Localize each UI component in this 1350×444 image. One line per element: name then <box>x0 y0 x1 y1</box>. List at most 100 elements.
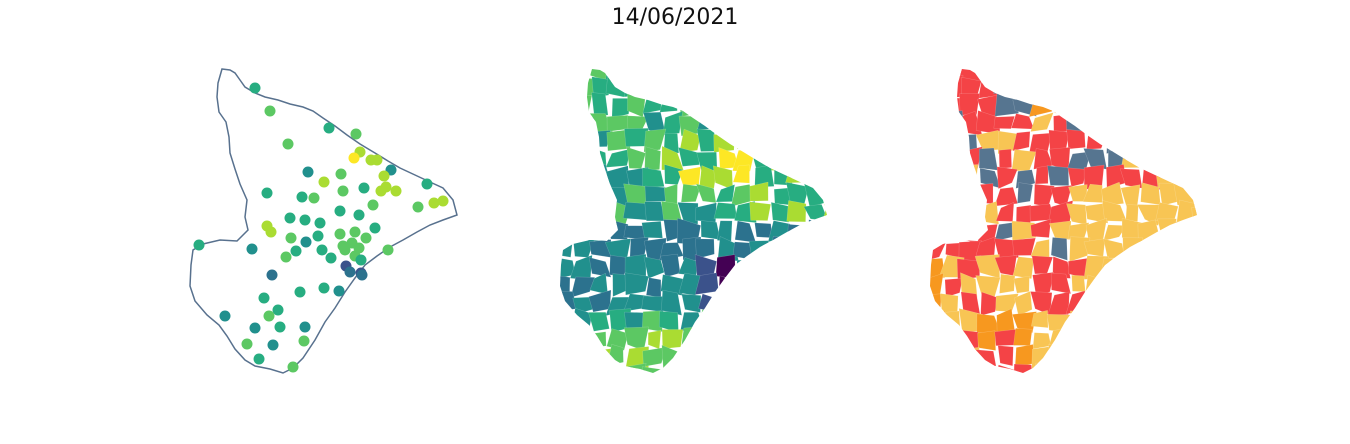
municipality-region <box>1030 218 1052 238</box>
municipality-region <box>820 240 827 257</box>
municipality-region <box>1154 290 1176 311</box>
municipality-region <box>696 330 718 351</box>
municipality-region <box>930 201 945 227</box>
municipality-region <box>805 80 827 99</box>
municipality-region <box>789 152 808 173</box>
municipality-region <box>1155 309 1177 334</box>
municipality-region <box>808 219 826 244</box>
municipality-region <box>1173 363 1197 373</box>
municipality-region <box>805 94 824 112</box>
municipality-region <box>802 254 827 277</box>
municipality-region <box>572 187 596 207</box>
municipality-region <box>591 92 609 117</box>
municipality-region <box>1082 183 1103 203</box>
station-point <box>300 236 312 248</box>
municipality-region <box>1177 150 1197 168</box>
municipality-region <box>769 274 791 297</box>
station-point <box>337 185 349 197</box>
municipality-region <box>1124 344 1141 369</box>
municipality-region <box>1176 274 1196 296</box>
municipality-region <box>787 254 807 280</box>
municipality-region <box>697 79 720 101</box>
municipality-region <box>930 237 948 261</box>
station-point <box>299 214 311 226</box>
station-point <box>323 122 335 134</box>
municipality-region <box>641 75 667 99</box>
municipality-region <box>660 253 681 278</box>
station-point <box>333 285 345 297</box>
municipality-region <box>785 167 810 184</box>
municipality-region <box>930 272 944 296</box>
station-point <box>258 292 270 304</box>
station-point <box>298 335 310 347</box>
municipality-region <box>1102 69 1127 77</box>
municipality-region <box>1137 75 1162 98</box>
municipality-region <box>753 290 774 312</box>
municipality-region <box>1156 129 1179 154</box>
municipality-region <box>714 69 737 80</box>
station-point <box>355 254 367 266</box>
municipality-region <box>770 146 793 172</box>
municipality-region <box>644 185 667 202</box>
municipality-region <box>588 257 612 278</box>
municipality-region <box>659 94 678 113</box>
municipality-region <box>785 236 811 260</box>
station-point <box>325 252 337 264</box>
municipality-region <box>767 69 790 78</box>
municipality-region <box>750 94 772 119</box>
municipality-region <box>822 130 827 155</box>
municipality-region <box>956 184 980 208</box>
municipality-region <box>930 219 948 242</box>
municipality-region <box>1191 206 1197 225</box>
station-point <box>272 304 284 316</box>
municipality-region <box>677 166 701 186</box>
municipality-region <box>754 311 773 332</box>
municipality-region <box>697 93 720 114</box>
municipality-region <box>1050 272 1072 295</box>
municipality-region <box>803 329 823 351</box>
municipality-region <box>995 293 1019 312</box>
municipality-region <box>1035 362 1051 373</box>
municipality-region <box>661 74 681 96</box>
municipality-choropleth-categories <box>930 69 1197 373</box>
municipality-region <box>1173 256 1197 278</box>
station-point <box>296 191 308 203</box>
municipality-region <box>958 365 982 373</box>
municipality-region <box>1193 275 1197 297</box>
municipality-region <box>930 166 947 189</box>
station-point <box>356 269 368 281</box>
municipality-region <box>560 327 577 351</box>
municipality-region <box>768 307 794 334</box>
municipality-region <box>560 345 576 370</box>
municipality-region <box>786 325 810 349</box>
municipality-region <box>770 256 793 278</box>
municipality-region <box>661 329 684 350</box>
municipality-region <box>821 350 827 368</box>
municipality-region <box>789 69 811 80</box>
municipality-region <box>642 346 667 367</box>
station-point <box>263 310 275 322</box>
municipality-region <box>828 152 835 171</box>
municipality-region <box>1192 74 1197 99</box>
municipality-region <box>1086 76 1109 98</box>
municipality-region <box>1085 274 1105 296</box>
municipality-region <box>1065 343 1090 367</box>
municipality-region <box>1030 76 1055 100</box>
municipality-region <box>1014 290 1033 317</box>
municipality-region <box>1085 96 1109 116</box>
municipality-region <box>643 128 667 153</box>
municipality-region <box>589 186 612 207</box>
station-point <box>382 244 394 256</box>
municipality-region <box>643 69 661 81</box>
municipality-region <box>787 276 810 294</box>
municipality-region <box>715 254 736 279</box>
municipality-region <box>771 345 794 369</box>
municipality-region <box>766 110 790 135</box>
municipality-region <box>1011 220 1037 242</box>
municipality-region <box>1158 236 1181 259</box>
municipality-region <box>1155 94 1181 117</box>
municipality-region <box>1156 69 1181 81</box>
municipality-region <box>975 200 999 225</box>
municipality-region <box>1103 92 1126 117</box>
municipality-region <box>569 145 594 172</box>
